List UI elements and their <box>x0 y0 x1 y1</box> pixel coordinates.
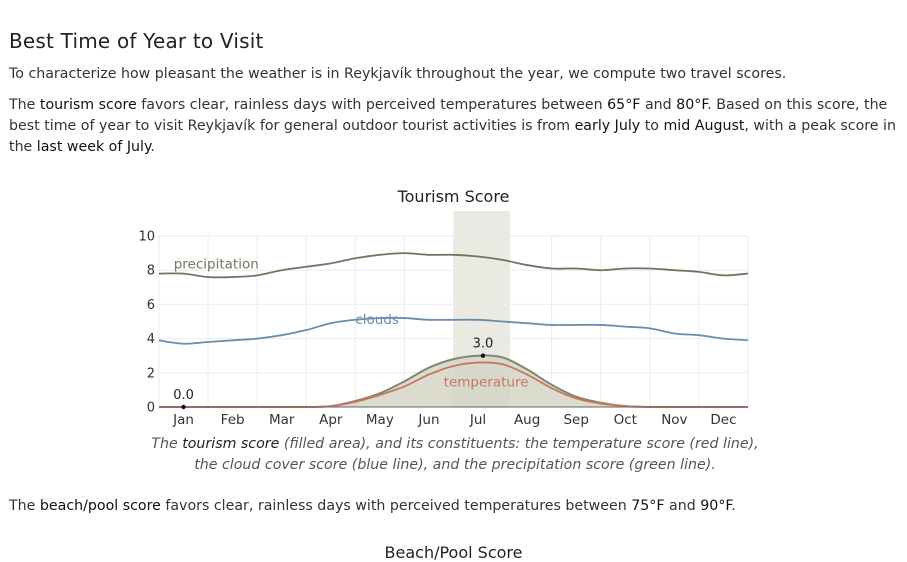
caption-text: The <box>151 436 183 452</box>
temp-low-value: 65°F <box>607 97 641 113</box>
x-tick-label: Oct <box>614 412 637 428</box>
best-end-date: mid August <box>663 118 745 134</box>
clouds-score-line <box>158 316 749 345</box>
annotation-dot <box>181 404 186 410</box>
text-span: and <box>664 498 701 514</box>
text-span: , with a peak score in the <box>9 118 896 155</box>
text-span: . <box>731 498 736 514</box>
text-span: The <box>9 498 40 514</box>
x-tick-label: Apr <box>319 412 343 428</box>
annotation-dot <box>480 353 486 358</box>
text-span: favors clear, rainless days with perceiv… <box>160 498 632 514</box>
beach-temp-high-value: 90°F <box>700 498 732 514</box>
text-span: favors clear, rainless days with perceiv… <box>136 97 608 113</box>
y-tick-label: 8 <box>147 264 155 279</box>
tourism-paragraph: The tourism score favors clear, rainless… <box>9 95 904 158</box>
beach-temp-low-value: 75°F <box>631 498 665 514</box>
x-tick-label: Jan <box>172 412 194 428</box>
tourism-score-link[interactable]: tourism score <box>39 97 137 113</box>
section-title: Best Time of Year to Visit <box>9 29 264 53</box>
tourism-score-area <box>159 355 748 408</box>
x-tick-label: Feb <box>221 412 245 428</box>
clouds-series-label: clouds <box>355 312 399 328</box>
peak-date: last week of July <box>36 139 151 155</box>
chart-title: Tourism Score <box>397 187 510 206</box>
text-span: . Based on this score, the best time of … <box>9 97 888 134</box>
y-tick-label: 2 <box>147 366 155 381</box>
x-tick-label: Nov <box>661 412 687 428</box>
x-tick-label: Mar <box>269 412 295 428</box>
x-tick-label: Jun <box>417 412 439 428</box>
x-tick-label: Aug <box>514 412 540 428</box>
precipitation-score-line <box>158 252 749 279</box>
annotation-label: 0.0 <box>173 388 194 403</box>
x-tick-label: May <box>366 412 394 428</box>
beach-score-link[interactable]: beach/pool score <box>39 498 161 514</box>
temperature-series-label: temperature <box>444 374 529 390</box>
x-tick-label: Jul <box>469 412 486 428</box>
annotation-label: 3.0 <box>473 337 494 352</box>
x-tick-label: Dec <box>710 412 736 428</box>
text-span: to <box>640 118 664 134</box>
next-chart-title: Beach/Pool Score <box>384 543 523 562</box>
y-tick-label: 10 <box>138 230 155 245</box>
text-span: . <box>150 139 155 155</box>
caption-text: (filled area), and its constituents: the… <box>194 436 759 473</box>
y-tick-label: 4 <box>147 332 155 347</box>
beach-paragraph: The beach/pool score favors clear, rainl… <box>9 496 904 517</box>
y-tick-label: 0 <box>147 401 155 416</box>
chart-caption: The tourism score (filled area), and its… <box>140 434 770 476</box>
x-tick-label: Sep <box>563 412 588 428</box>
temp-high-value: 80°F <box>676 97 708 113</box>
text-span: The <box>9 97 40 113</box>
best-start-date: early July <box>574 118 641 134</box>
caption-tourism-score-link[interactable]: tourism score <box>182 436 280 452</box>
y-tick-label: 6 <box>147 298 155 313</box>
precipitation-series-label: precipitation <box>174 257 259 273</box>
intro-paragraph: To characterize how pleasant the weather… <box>9 66 787 82</box>
text-span: and <box>640 97 677 113</box>
